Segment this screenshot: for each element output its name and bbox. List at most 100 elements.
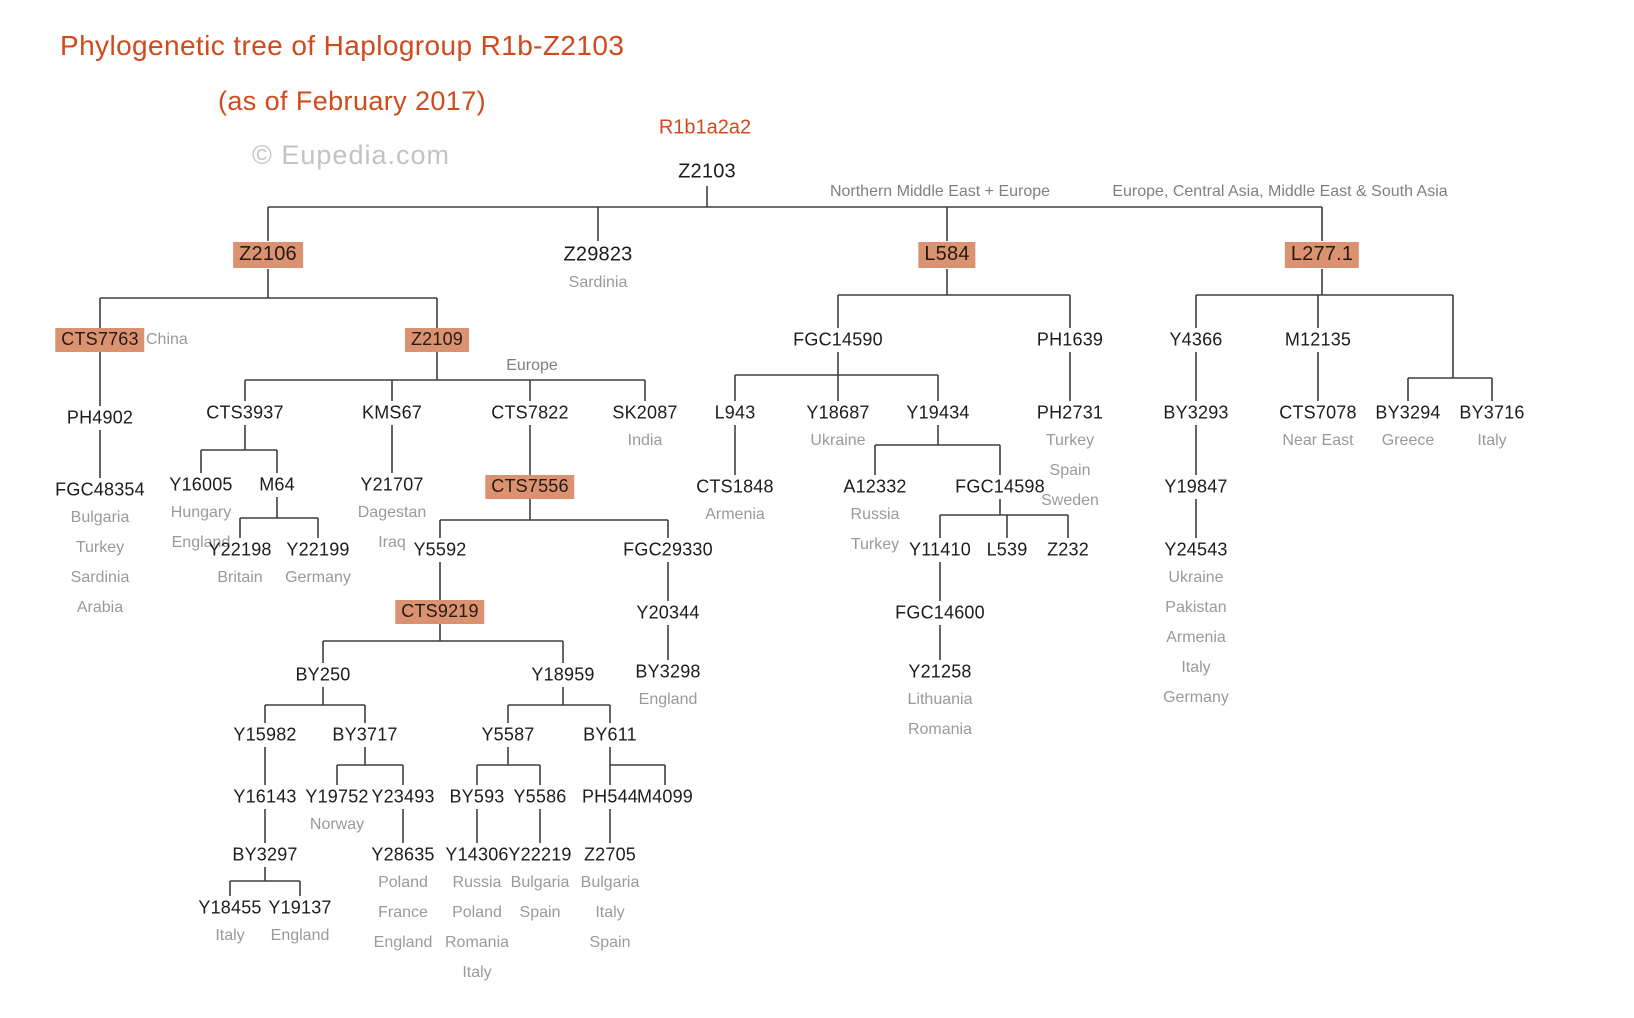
node-Z29823-regions: Sardinia (569, 268, 628, 298)
node-Y21258: Y21258 (908, 661, 972, 682)
node-PH2731-region-label: Turkey (1045, 432, 1095, 449)
node-PH2731-region-label: Sweden (1041, 492, 1099, 509)
node-Y18959: Y18959 (531, 664, 595, 685)
node-Y21258-region-label: Romania (907, 721, 973, 738)
node-Y19752: Y19752 (305, 786, 369, 807)
node-PH2731-region-label: Spain (1049, 462, 1091, 479)
node-Z2705-regions: Bulgaria Italy Spain (581, 868, 640, 958)
node-Y16143: Y16143 (233, 786, 297, 807)
node-Y28635: Y28635 (371, 844, 435, 865)
node-CTS3937: CTS3937 (206, 402, 284, 423)
node-PH4902: PH4902 (66, 407, 134, 428)
node-BY3294: BY3294 (1375, 402, 1441, 423)
node-Y18455-regions: Italy (215, 921, 244, 951)
node-Y20344: Y20344 (636, 602, 700, 623)
node-Y21258-regions: Lithuania Romania (908, 685, 973, 745)
node-Y5592: Y5592 (413, 539, 467, 560)
node-Y14306-region-label: Poland (452, 904, 502, 921)
node-FGC14590: FGC14590 (793, 329, 883, 350)
node-Y14306-region-label: Russia (452, 874, 502, 891)
node-Y5586: Y5586 (513, 786, 567, 807)
node-Y28635-regions: Poland France England (374, 868, 433, 958)
node-M64: M64 (259, 474, 295, 495)
node-Y14306-region-label: Italy (462, 964, 492, 981)
node-BY3294-regions: Greece (1382, 426, 1434, 456)
node-Y21707-region-label: Dagestan (357, 504, 427, 521)
node-Z2705-region-label: Italy (595, 904, 625, 921)
node-CTS7078-region-label: Near East (1282, 432, 1354, 449)
node-Y21258-region-label: Lithuania (907, 691, 973, 708)
node-CTS9219: CTS9219 (395, 600, 485, 624)
node-Y19137-region-label: England (270, 927, 330, 944)
node-CTS1848-regions: Armenia (705, 500, 765, 530)
node-CTS7763-side-label: China (146, 331, 188, 348)
node-Y19434: Y19434 (906, 402, 970, 423)
node-Z2705-region-label: Bulgaria (580, 874, 640, 891)
node-Y23493: Y23493 (371, 786, 435, 807)
node-Y19752-region-label: Norway (309, 816, 365, 833)
node-Y24543-region-label: Armenia (1166, 629, 1226, 646)
node-BY593: BY593 (449, 786, 505, 807)
node-Y19137-regions: England (271, 921, 330, 951)
node-A12332-region-label: Turkey (850, 536, 900, 553)
node-Y28635-region-label: France (378, 904, 428, 921)
node-L584: L584 (918, 242, 976, 268)
node-Y22198: Y22198 (208, 539, 272, 560)
node-FGC48354-region-label: Arabia (76, 599, 124, 616)
node-Y24543-region-label: Ukraine (1168, 569, 1224, 586)
node-Y22219: Y22219 (508, 844, 572, 865)
node-BY3716-region-label: Italy (1477, 432, 1507, 449)
node-Z29823: Z29823 (563, 243, 633, 266)
node-Y11410: Y11410 (909, 539, 971, 560)
node-Y24543-region-label: Pakistan (1165, 599, 1227, 616)
node-Y14306: Y14306 (445, 844, 509, 865)
node-Y14306-regions: Russia Poland Romania Italy (445, 868, 509, 988)
node-M12135: M12135 (1284, 329, 1352, 350)
node-Y22199-region-label: Germany (285, 569, 351, 586)
node-CTS7763: CTS7763 (55, 328, 145, 352)
node-Y15982: Y15982 (233, 724, 297, 745)
node-Y24543-region-label: Italy (1181, 659, 1211, 676)
node-BY611: BY611 (583, 724, 637, 745)
node-BY3716: BY3716 (1459, 402, 1525, 423)
node-BY3716-regions: Italy (1477, 426, 1506, 456)
node-FGC48354-region-label: Turkey (75, 539, 125, 556)
node-Y24543-region-label: Germany (1163, 689, 1229, 706)
node-FGC29330: FGC29330 (623, 539, 713, 560)
node-Y21707-regions: Dagestan Iraq (358, 498, 427, 558)
node-SK2087: SK2087 (612, 402, 678, 423)
node-L539: L539 (986, 539, 1028, 560)
node-PH2731: PH2731 (1036, 402, 1104, 423)
node-CTS1848-region-label: Armenia (705, 506, 765, 523)
node-FGC48354-region-label: Bulgaria (70, 509, 130, 526)
node-FGC48354-region-label: Sardinia (70, 569, 130, 586)
node-SK2087-region-label: India (627, 432, 663, 449)
node-CTS7078: CTS7078 (1279, 402, 1357, 423)
node-M4099: M4099 (636, 786, 694, 807)
page-title: Phylogenetic tree of Haplogroup R1b-Z210… (60, 30, 625, 61)
node-L277.1: L277.1 (1284, 242, 1360, 268)
node-BY3294-region-label: Greece (1381, 432, 1435, 449)
node-BY3297: BY3297 (232, 844, 298, 865)
node-A12332-regions: Russia Turkey (851, 500, 900, 560)
node-Y14306-region-label: Romania (444, 934, 510, 951)
node-FGC14600: FGC14600 (895, 602, 985, 623)
node-PH544: PH544 (581, 786, 639, 807)
node-Z232: Z232 (1047, 539, 1089, 560)
node-Z2106: Z2106 (233, 242, 303, 268)
node-BY250: BY250 (295, 664, 351, 685)
node-BY3298-region-label: England (638, 691, 698, 708)
node-Y16005: Y16005 (169, 474, 233, 495)
node-Y18687: Y18687 (806, 402, 870, 423)
node-Y16005-region-label: England (171, 534, 231, 551)
node-Z2705-region-label: Spain (589, 934, 631, 951)
node-Y18455: Y18455 (198, 897, 262, 918)
node-Y22219-region-label: Bulgaria (510, 874, 570, 891)
annotation-2: Europe (506, 357, 558, 374)
root-clade-label: R1b1a2a2 (658, 116, 752, 139)
node-L943: L943 (714, 402, 756, 423)
node-BY3298-regions: England (639, 685, 698, 715)
node-CTS1848: CTS1848 (696, 476, 774, 497)
node-Y16005-regions: Hungary England (171, 498, 231, 558)
node-Y16005-region-label: Hungary (170, 504, 232, 521)
